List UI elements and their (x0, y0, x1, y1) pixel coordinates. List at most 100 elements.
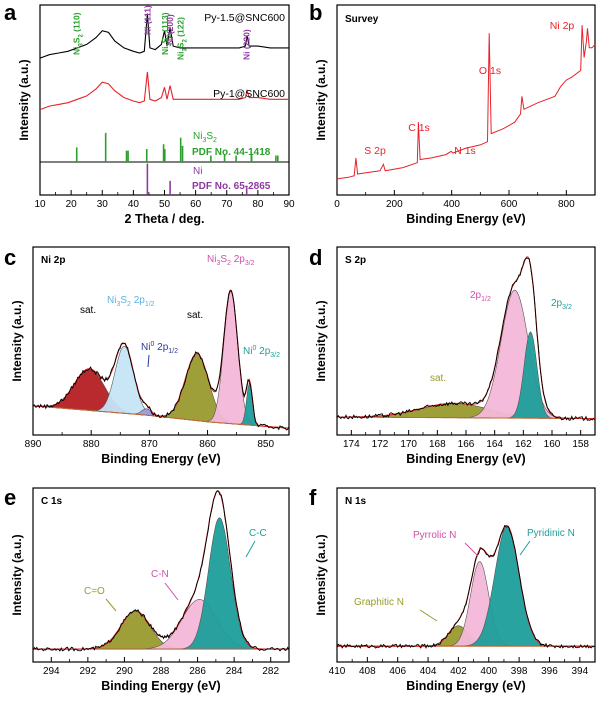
x-tick-label: 90 (283, 199, 295, 210)
x-tick-label: 402 (450, 666, 467, 677)
panel-a: a 10 20 30 40 50 60 70 80 90 2 Theta / deg. Intensi… (4, 0, 295, 226)
x-tick-label: 172 (372, 439, 389, 450)
component-peak (33, 610, 289, 650)
panel-b: b 0 200 400 600 800 Binding Energy (eV) Intensi… (309, 0, 596, 226)
peak-annotation: Ni (200) (165, 14, 175, 45)
x-tick-label: 410 (329, 666, 346, 677)
label-arrow (464, 542, 479, 557)
x-tick-label: 870 (141, 439, 158, 450)
x-tick-label: 404 (420, 666, 437, 677)
label-arrow (419, 609, 438, 622)
x-tick-label: 158 (572, 439, 589, 450)
peak-annotation: O 1s (479, 65, 501, 77)
x-tick-label: 890 (25, 439, 42, 450)
x-tick-label: 160 (544, 439, 561, 450)
component-label: sat. (187, 310, 203, 321)
panel-e: e 294 292 290 288 286 284 282 Binding Energy (eV… (4, 485, 290, 693)
x-tick-label: 286 (189, 666, 206, 677)
background-line (337, 416, 595, 420)
y-axis-label: Intensity (a.u.) (10, 534, 24, 615)
peak-annotation: Ni (220) (242, 29, 252, 60)
panel-label: c (4, 245, 16, 270)
x-tick-label: 292 (80, 666, 97, 677)
xrd-series-line (39, 13, 289, 59)
panel-title: C 1s (41, 496, 63, 507)
fit-envelope (337, 256, 595, 420)
x-tick-label: 10 (34, 199, 46, 210)
peak-annotation: S 2p (364, 145, 386, 157)
panel-d: d 174 172 170 168 166 164 162 160 158 Binding Ener… (309, 245, 596, 466)
reference-pdf: PDF No. 65-2865 (192, 181, 271, 192)
x-tick-label: 50 (159, 199, 171, 210)
plot-frame (336, 4, 596, 196)
panel-label: a (4, 0, 17, 25)
raw-data-line (336, 524, 596, 649)
x-axis-label: Binding Energy (eV) (406, 679, 525, 693)
component-label: Pyridinic N (527, 528, 575, 539)
label-arrow (519, 540, 531, 556)
component-label: Ni0 2p1/2 (141, 341, 178, 355)
x-tick-label: 408 (359, 666, 376, 677)
peak-annotation: C 1s (408, 122, 430, 134)
panel-label: e (4, 485, 16, 510)
x-tick-label: 200 (386, 199, 403, 210)
plot-frame (32, 246, 290, 436)
x-tick-label: 406 (389, 666, 406, 677)
panel-f: f 410 408 406 404 402 400 398 396 394 Binding Ener… (309, 485, 596, 693)
component-label: sat. (430, 373, 446, 384)
raw-data-line (336, 257, 596, 421)
label-arrow (164, 582, 179, 601)
x-tick-label: 284 (226, 666, 243, 677)
component-label: C-N (151, 569, 169, 580)
xrd-series-line (39, 71, 289, 111)
peak-annotation: N 1s (454, 145, 476, 157)
x-tick-label: 162 (515, 439, 532, 450)
panel-label: d (309, 245, 322, 270)
reference-name: Ni (193, 166, 202, 177)
x-tick-label: 40 (128, 199, 140, 210)
peak-annotation: Ni3S2 (122) (176, 17, 189, 60)
x-tick-label: 294 (43, 666, 60, 677)
component-label: sat. (80, 305, 96, 316)
x-tick-label: 70 (221, 199, 233, 210)
raw-data-line (32, 290, 290, 431)
component-label: C-C (249, 528, 267, 539)
panel-label: b (309, 0, 322, 25)
x-tick-label: 288 (153, 666, 170, 677)
x-tick-label: 20 (66, 199, 78, 210)
reference-name: Ni3S2 (193, 131, 217, 144)
peak-annotation: Ni (111) (142, 5, 152, 35)
x-tick-label: 0 (334, 199, 340, 210)
label-arrow (245, 540, 256, 558)
x-axis-label: Binding Energy (eV) (101, 679, 220, 693)
component-label: Ni0 2p3/2 (243, 345, 280, 359)
x-tick-label: 30 (97, 199, 109, 210)
x-tick-label: 166 (458, 439, 475, 450)
x-tick-label: 170 (400, 439, 417, 450)
y-axis-label: Intensity (a.u.) (314, 300, 328, 381)
label-arrow (105, 598, 117, 612)
x-tick-label: 860 (199, 439, 216, 450)
peak-annotation: Ni 2p (550, 20, 575, 32)
component-peak (337, 289, 595, 419)
component-label: Ni3S2 2p3/2 (207, 254, 255, 267)
panel-title: Ni 2p (41, 255, 65, 266)
component-label: 2p3/2 (551, 298, 572, 311)
component-label: Ni3S2 2p1/2 (107, 295, 155, 308)
x-axis-label: Binding Energy (eV) (406, 212, 525, 226)
x-tick-label: 168 (429, 439, 446, 450)
x-axis-label: Binding Energy (eV) (406, 452, 525, 466)
y-axis-label: Intensity (a.u.) (17, 59, 31, 140)
panel-c: c 890 880 870 860 850 Binding Energy (eV) Inten… (4, 245, 290, 466)
panel-title: Survey (345, 14, 379, 25)
x-tick-label: 164 (486, 439, 503, 450)
series-label: Py-1.5@SNC600 (204, 12, 285, 24)
x-tick-label: 398 (511, 666, 528, 677)
survey-line (336, 25, 596, 180)
x-tick-label: 400 (443, 199, 460, 210)
x-tick-label: 850 (257, 439, 274, 450)
panel-label: f (309, 485, 317, 510)
y-axis-label: Intensity (a.u.) (10, 300, 24, 381)
component-label: 2p1/2 (470, 290, 491, 303)
component-label: C=O (84, 586, 105, 597)
